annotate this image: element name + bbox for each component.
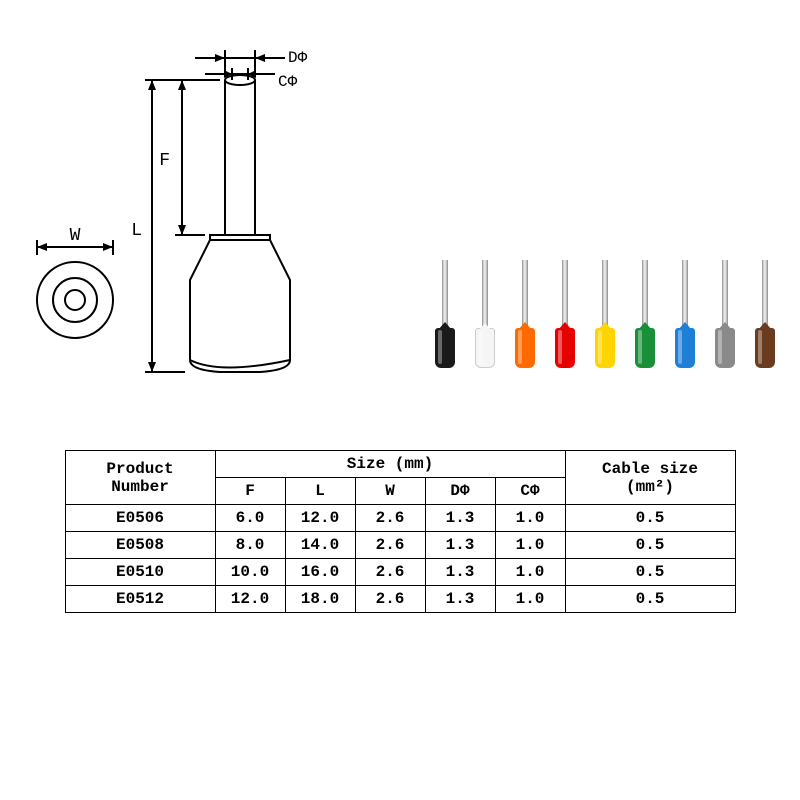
table-row: E05088.014.02.61.31.00.5 (65, 532, 735, 559)
ferrule-red (550, 260, 580, 380)
th-size-group: Size (mm) (215, 451, 565, 478)
ferrule-gray (710, 260, 740, 380)
cell-cable: 0.5 (565, 586, 735, 613)
cell-CPhi: 1.0 (495, 505, 565, 532)
cell-W: 2.6 (355, 532, 425, 559)
ferrule-green (630, 260, 660, 380)
th-size-4: CΦ (495, 478, 565, 505)
cell-cable: 0.5 (565, 559, 735, 586)
cell-W: 2.6 (355, 559, 425, 586)
th-product-number: Product Number (65, 451, 215, 505)
cell-pn: E0506 (65, 505, 215, 532)
th-size-2: W (355, 478, 425, 505)
cell-CPhi: 1.0 (495, 559, 565, 586)
ferrule-orange (510, 260, 540, 380)
cell-DPhi: 1.3 (425, 559, 495, 586)
ferrule-black (430, 260, 460, 380)
cell-cable: 0.5 (565, 505, 735, 532)
cell-F: 6.0 (215, 505, 285, 532)
th-size-0: F (215, 478, 285, 505)
cell-pn: E0510 (65, 559, 215, 586)
cell-W: 2.6 (355, 586, 425, 613)
cell-F: 12.0 (215, 586, 285, 613)
ferrule-color-row (430, 260, 780, 380)
th-cable: Cable size (mm²) (565, 451, 735, 505)
cell-L: 16.0 (285, 559, 355, 586)
cell-L: 12.0 (285, 505, 355, 532)
cell-L: 14.0 (285, 532, 355, 559)
top-area: W DΦ CΦ (0, 0, 800, 420)
ferrule-yellow (590, 260, 620, 380)
cell-F: 10.0 (215, 559, 285, 586)
cell-DPhi: 1.3 (425, 532, 495, 559)
cell-F: 8.0 (215, 532, 285, 559)
table-row: E051212.018.02.61.31.00.5 (65, 586, 735, 613)
technical-diagram: W DΦ CΦ (20, 40, 380, 400)
ferrule-brown (750, 260, 780, 380)
table-row: E051010.016.02.61.31.00.5 (65, 559, 735, 586)
label-L: L (131, 221, 142, 241)
ferrule-blue (670, 260, 700, 380)
label-CPhi: CΦ (278, 73, 298, 91)
cell-L: 18.0 (285, 586, 355, 613)
cell-pn: E0508 (65, 532, 215, 559)
ferrule-white (470, 260, 500, 380)
spec-table: Product Number Size (mm) Cable size (mm²… (65, 450, 736, 613)
cell-CPhi: 1.0 (495, 586, 565, 613)
table-row: E05066.012.02.61.31.00.5 (65, 505, 735, 532)
label-F: F (159, 151, 170, 171)
cell-W: 2.6 (355, 505, 425, 532)
label-DPhi: DΦ (288, 49, 308, 67)
cell-CPhi: 1.0 (495, 532, 565, 559)
cell-cable: 0.5 (565, 532, 735, 559)
cell-DPhi: 1.3 (425, 505, 495, 532)
cell-pn: E0512 (65, 586, 215, 613)
th-size-3: DΦ (425, 478, 495, 505)
th-size-1: L (285, 478, 355, 505)
label-W: W (70, 226, 81, 246)
cell-DPhi: 1.3 (425, 586, 495, 613)
